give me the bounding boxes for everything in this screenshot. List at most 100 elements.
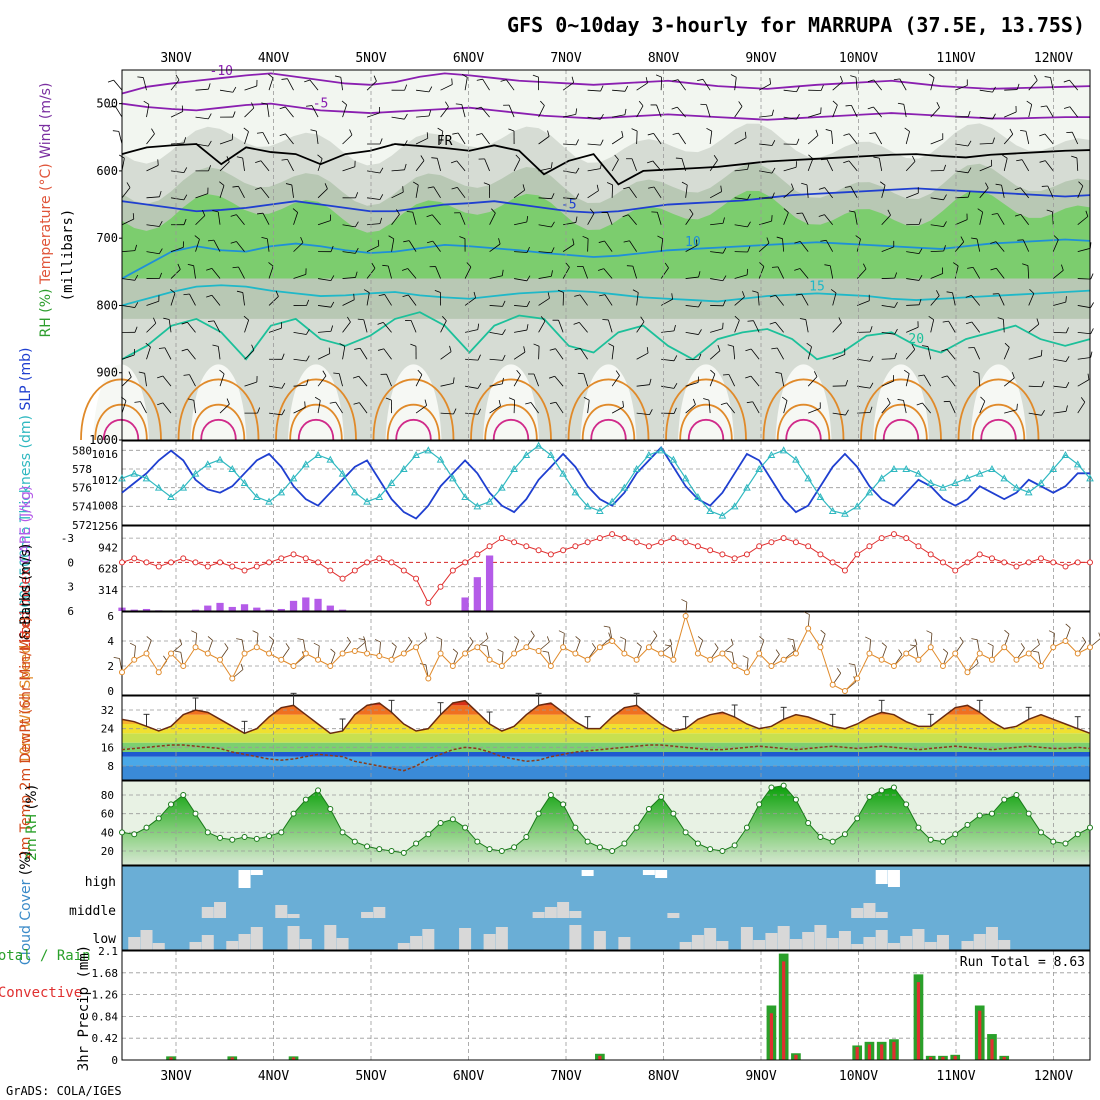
wind-barb-flag	[498, 400, 501, 407]
warm-contour	[882, 418, 920, 441]
wind-barb	[1028, 412, 1042, 416]
wind-barb-flag	[151, 128, 155, 134]
wind-speed-marker	[535, 648, 542, 654]
wind-barb-flag	[845, 379, 849, 386]
wind-barb-flag	[881, 642, 887, 647]
wind-barb	[383, 348, 392, 360]
wind-barb-flag	[928, 316, 934, 321]
wind-barb-flag	[314, 396, 321, 401]
wind-barb	[513, 189, 525, 199]
wind-barb	[636, 105, 644, 118]
wind-barb	[366, 170, 380, 174]
wind-barb	[782, 238, 785, 252]
wind-barb	[391, 143, 405, 147]
wind-barb-flag	[596, 184, 599, 191]
low-cloud-bar	[152, 943, 165, 950]
wind-barb	[1003, 319, 1005, 333]
lifted-index-marker	[756, 543, 763, 550]
wind-barb-flag	[207, 239, 214, 242]
warm-contour	[581, 403, 636, 441]
warm-contour	[200, 418, 237, 441]
wind-barb-flag	[943, 164, 947, 171]
wind-speed-marker	[707, 656, 714, 663]
top-day-label: 7NOV	[550, 51, 581, 66]
wind-barb-flag	[109, 105, 116, 108]
panel-ylabel: 1000-500mb Thickness (dm) SLP (mb)	[18, 348, 34, 617]
wind-barb-flag	[752, 290, 759, 293]
wind-barb-flag	[183, 167, 188, 173]
upper-ytick: 600	[96, 164, 118, 178]
wind-barb	[753, 320, 760, 333]
wind-speed-marker	[939, 663, 946, 669]
wind-barb-flag	[174, 650, 181, 653]
wind-barb-flag	[918, 218, 922, 225]
wind-barb-flag	[720, 185, 722, 192]
wind-barb-flag	[391, 642, 397, 647]
wind-barb-flag	[450, 160, 457, 164]
wind-barb	[832, 104, 838, 118]
wind-barb	[881, 305, 895, 308]
wind-barb-flag	[333, 372, 340, 375]
wind-barb	[979, 142, 993, 145]
precip-convective-bar	[291, 1057, 296, 1060]
wind-barb-flag	[1032, 650, 1039, 653]
panel-frame	[121, 69, 1091, 441]
wind-barb-flag	[985, 182, 989, 189]
wind-barb	[759, 115, 773, 118]
wind-barb	[903, 400, 907, 414]
precip-ytick: 1.68	[92, 967, 119, 980]
wind-barb	[607, 212, 613, 225]
wind-barb	[783, 116, 797, 120]
wind-speed-marker	[1025, 650, 1032, 657]
lifted-index-marker	[976, 551, 983, 558]
wind-barb-flag	[991, 213, 998, 215]
wind-barb-flag	[194, 235, 200, 240]
wind-speed-marker	[302, 650, 309, 657]
wind-barb	[1053, 301, 1066, 306]
cape-ytick: 314	[98, 584, 118, 597]
wind-barb-flag	[475, 106, 482, 110]
lifted-index-marker	[278, 555, 285, 562]
wind-barb-flag	[722, 374, 730, 376]
wind-barb	[979, 211, 984, 225]
wind-barb-flag	[268, 262, 274, 267]
wind-barb	[946, 348, 956, 360]
thickness-marker	[289, 474, 298, 482]
wind-barb	[121, 250, 135, 253]
wind-barb	[489, 212, 496, 225]
wind-barb	[710, 278, 724, 282]
precip-convective-legend: Convective	[0, 985, 82, 1001]
wind-barb	[287, 78, 294, 91]
rh-marker	[217, 834, 224, 841]
wind-barb-flag	[153, 317, 157, 324]
rh-marker	[878, 787, 885, 794]
wind-barb-flag	[987, 642, 994, 647]
rh-marker	[854, 815, 861, 822]
wind-barb	[611, 406, 624, 414]
wind-barb-flag	[1063, 106, 1070, 109]
wind-barb	[971, 295, 981, 306]
thickness-marker	[350, 488, 359, 496]
wind-barb	[1001, 185, 1005, 198]
wind-barb	[930, 138, 943, 145]
wind-barb-flag	[571, 76, 575, 83]
wind-barb-flag	[170, 289, 176, 294]
lifted-index-marker	[266, 559, 273, 566]
wind-barb-flag	[183, 374, 190, 376]
wind-barb-flag	[850, 75, 857, 78]
wind-speed-marker	[1087, 644, 1093, 651]
wind-barb	[391, 116, 405, 120]
wind-barb-flag	[532, 74, 539, 78]
thickness-marker	[853, 502, 862, 510]
wind-barb	[808, 407, 821, 414]
wind-barb	[366, 292, 370, 306]
wind-barb-flag	[914, 638, 918, 645]
lifted-index-marker	[1001, 559, 1008, 566]
wind-barb-flag	[453, 408, 457, 415]
lifted-index-marker	[952, 567, 959, 574]
wind-barb	[114, 105, 123, 118]
wind-barb	[170, 111, 183, 118]
wind-barb-flag	[445, 101, 449, 107]
thickness-marker	[583, 502, 592, 510]
